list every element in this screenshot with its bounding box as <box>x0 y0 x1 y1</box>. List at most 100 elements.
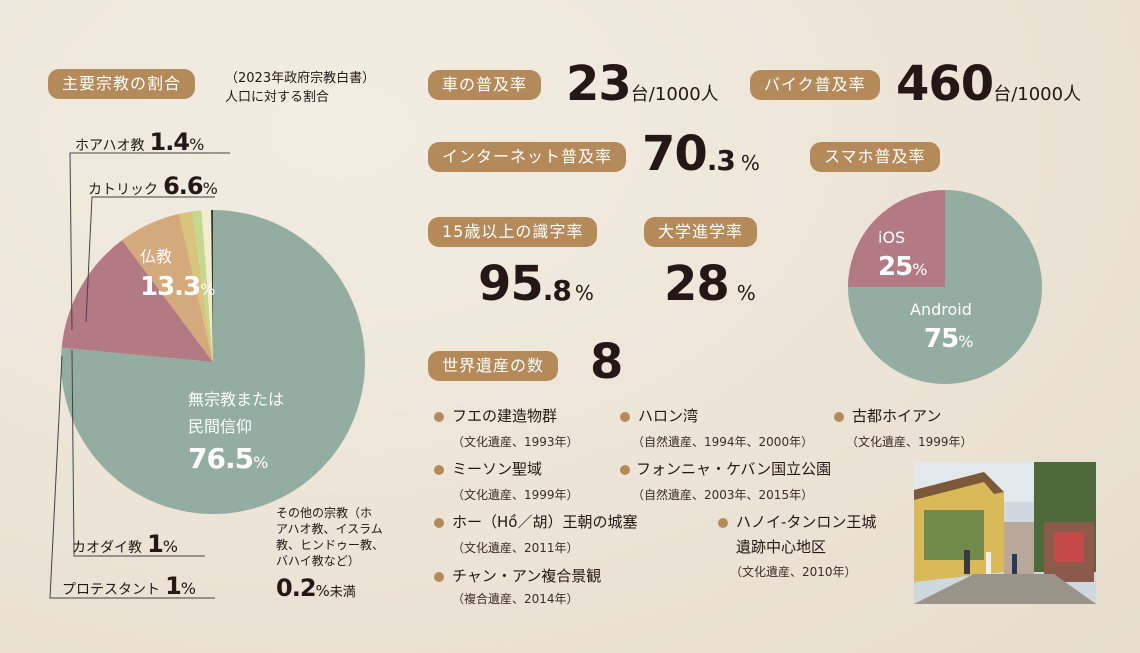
heritage-item-1-name: フエの建造物群 <box>452 407 558 425</box>
other-note-1: その他の宗教（ホ <box>276 506 373 520</box>
slice-ios <box>848 190 945 287</box>
leader-hoahao <box>69 152 230 331</box>
caodai-unit: % <box>162 537 178 556</box>
ios-label: iOS <box>878 228 906 247</box>
car-stat: 23台/1000人 <box>566 56 719 112</box>
catholic-name: カトリック <box>88 182 158 198</box>
heritage-label: 世界遺産の数 <box>428 351 559 381</box>
other-unit: % <box>315 582 330 600</box>
leader-catholic <box>85 196 215 323</box>
heritage-item-8-name: チャン・アン複合景観 <box>452 567 602 585</box>
label-hoahao: ホアハオ教 1.4% <box>75 128 204 156</box>
college-unit: % <box>736 281 756 305</box>
religion-leader-lines <box>49 152 230 599</box>
catholic-value: 6.6 <box>163 172 204 200</box>
caodai-value: 1 <box>147 530 164 558</box>
internet-unit: % <box>740 151 760 175</box>
heritage-item-5-sub: （自然遺産、2003年、2015年） <box>632 488 814 502</box>
leader-protestant <box>49 355 215 599</box>
religion-pie-slices <box>60 210 366 514</box>
other-note-3: 教、ヒンドゥー教、 <box>276 538 385 552</box>
smartphone-pie-chart <box>848 190 1042 384</box>
heritage-item-3-name: 古都ホイアン <box>852 407 942 425</box>
heritage-item-1-sub: （文化遺産、1993年） <box>452 435 579 449</box>
slice-other <box>211 210 213 362</box>
college-label: 大学進学率 <box>644 217 758 247</box>
android-value: 75 <box>924 324 959 354</box>
car-label: 車の普及率 <box>428 70 542 100</box>
heritage-item-5-name: フォンニャ・ケバン国立公園 <box>636 460 832 478</box>
heritage-item-7-sub: （文化遺産、2010年） <box>730 565 857 579</box>
buddhism-name: 仏教 <box>140 247 173 266</box>
smartphone-label: スマホ普及率 <box>810 142 940 172</box>
slice-catholic <box>122 213 213 362</box>
heritage-bullet-4 <box>434 465 444 475</box>
ios-unit: % <box>912 260 928 279</box>
bike-unit: 台/1000人 <box>993 84 1082 105</box>
bike-label: バイク普及率 <box>750 70 880 100</box>
buddhism-value: 13.3 <box>140 272 201 302</box>
heritage-bullet-5 <box>620 465 630 475</box>
none-value: 76.5 <box>188 442 254 475</box>
heritage-bullet-8 <box>434 572 444 582</box>
hoahao-name: ホアハオ教 <box>75 138 145 154</box>
label-protestant: プロテスタント 1% <box>62 572 196 600</box>
heritage-item-8-sub: （複合遺産、2014年） <box>452 592 579 606</box>
heritage-item-2-sub: （自然遺産、1994年、2000年） <box>632 435 814 449</box>
slice-protestant <box>201 210 213 362</box>
ios-value: 25 <box>878 252 913 282</box>
protestant-name: プロテスタント <box>62 582 160 598</box>
android-unit: % <box>958 332 974 351</box>
heritage-item-2-name: ハロン湾 <box>638 407 699 425</box>
internet-int: 70 <box>642 126 708 182</box>
religion-note-basis: 人口に対する割合 <box>225 90 330 105</box>
literacy-label: 15歳以上の識字率 <box>428 217 598 247</box>
buddhism-value-group: 13.3% <box>140 272 215 302</box>
car-unit: 台/1000人 <box>630 84 719 105</box>
android-value-group: 75% <box>924 324 973 354</box>
heritage-item-6-sub: （文化遺産、2011年） <box>452 541 579 555</box>
heritage-item-4-name: ミーソン聖域 <box>452 460 543 478</box>
internet-label: インターネット普及率 <box>428 142 627 172</box>
ios-value-group: 25% <box>878 252 927 282</box>
heritage-bullet-2 <box>620 412 630 422</box>
protestant-value: 1 <box>165 572 182 600</box>
car-value: 23 <box>566 56 632 112</box>
internet-stat: 70.3% <box>642 126 760 182</box>
heritage-bullet-6 <box>434 518 444 528</box>
heritage-item-4-sub: （文化遺産、1999年） <box>452 488 579 502</box>
heritage-item-3-sub: （文化遺産、1999年） <box>846 435 973 449</box>
heritage-item-6-name: ホー（Hồ／胡）王朝の城塞 <box>452 513 638 531</box>
other-note-2: アハオ教、イスラム <box>276 522 383 536</box>
label-caodai: カオダイ教 1% <box>72 530 178 558</box>
other-value-group: 0.2%未満 <box>276 574 356 602</box>
buddhism-unit: % <box>200 280 216 299</box>
hoian-street-photo <box>914 462 1096 604</box>
protestant-unit: % <box>180 579 196 598</box>
label-catholic: カトリック 6.6% <box>88 172 218 200</box>
slice-hoahao <box>178 211 213 362</box>
literacy-int: 95 <box>478 256 544 312</box>
bike-value: 460 <box>896 56 994 112</box>
bike-stat: 460台/1000人 <box>896 56 1081 112</box>
other-note-4: バハイ教など） <box>276 554 360 568</box>
heritage-bullet-1 <box>434 412 444 422</box>
other-suffix: 未満 <box>329 585 356 600</box>
leader-caodai <box>71 349 205 557</box>
college-value: 28 <box>664 256 730 312</box>
android-label: Android <box>910 300 972 319</box>
literacy-stat: 95.8% <box>478 256 594 312</box>
smartphone-pie-slices <box>848 190 1042 384</box>
none-name-line2: 民間信仰 <box>188 417 253 436</box>
none-unit: % <box>253 453 269 472</box>
hoahao-value: 1.4 <box>149 128 191 156</box>
literacy-dec: .8 <box>542 274 572 307</box>
heritage-bullet-7 <box>718 518 728 528</box>
hoahao-unit: % <box>189 135 205 154</box>
heritage-bullet-3 <box>834 412 844 422</box>
slice-buddhism <box>61 240 214 362</box>
none-name-line1: 無宗教または <box>188 390 285 409</box>
heritage-item-7-name: ハノイ-タンロン王城 <box>736 513 877 531</box>
religion-note-source: （2023年政府宗教白書） <box>225 71 376 86</box>
